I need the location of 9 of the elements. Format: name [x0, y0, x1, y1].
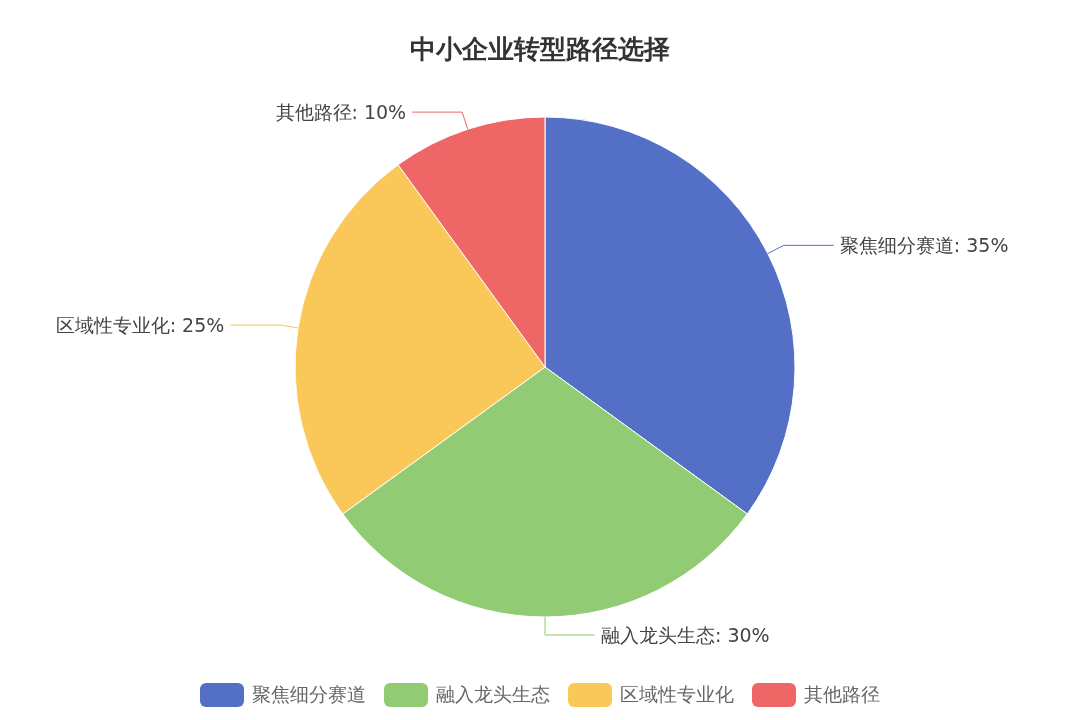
- data-label: 聚焦细分赛道: 35%: [839, 234, 1009, 257]
- data-label: 区域性专业化: 25%: [55, 314, 225, 337]
- data-label: 融入龙头生态: 30%: [601, 624, 770, 646]
- legend-label: 其他路径: [804, 682, 880, 707]
- data-label: 其他路径: 10%: [275, 101, 407, 124]
- legend-label: 聚焦细分赛道: [252, 682, 366, 707]
- legend-label: 区域性专业化: [620, 682, 734, 707]
- legend-label: 融入龙头生态: [436, 682, 550, 707]
- chart-title: 中小企业转型路径选择: [409, 33, 671, 66]
